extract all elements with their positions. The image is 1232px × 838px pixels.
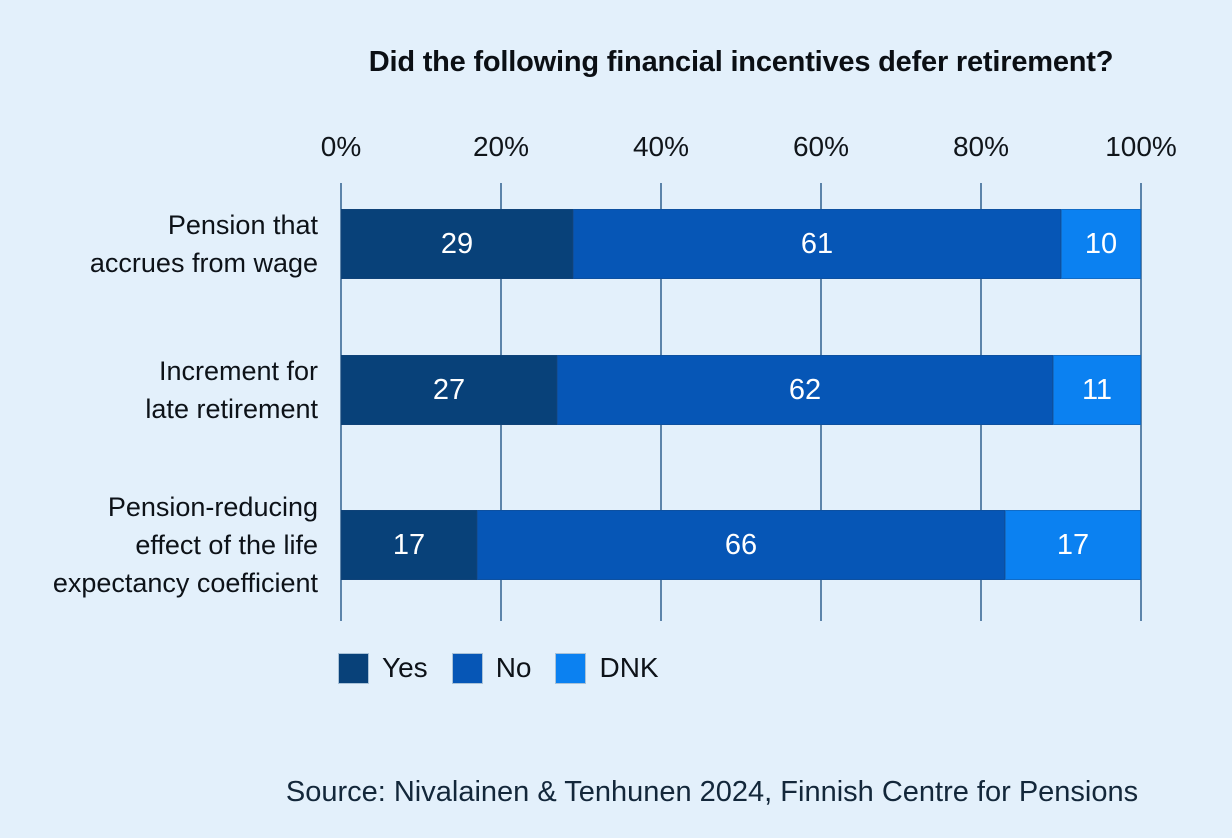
bar-value-label: 17: [392, 528, 426, 561]
bar-segment-dnk: 10: [1061, 209, 1141, 279]
legend-item-dnk: DNK: [555, 652, 659, 684]
bar-value-label: 29: [440, 227, 474, 260]
legend-swatch: [451, 652, 483, 684]
legend-label: DNK: [599, 652, 659, 683]
bar-segment-no: 62: [557, 355, 1053, 425]
bar-row: 27 62 11: [341, 355, 1141, 425]
category-label: Pension that accrues from wage: [89, 210, 318, 278]
legend-swatch: [555, 652, 587, 684]
x-axis-tick-row: 0% 20% 40% 60% 80% 100%: [321, 131, 1177, 167]
category-label: Pension-reducing effect of the life expect…: [52, 492, 318, 598]
legend-swatch: [338, 652, 369, 684]
x-tick-label: 20%: [472, 131, 530, 162]
category-labels-column: Pension that accrues from wage Increment f…: [0, 183, 318, 621]
bar-segment-yes: 17: [341, 510, 477, 580]
bar-value-label: 11: [1081, 373, 1113, 406]
source-text: Source: Nivalainen & Tenhunen 2024, Finn…: [285, 776, 1139, 808]
legend-label: Yes: [382, 652, 428, 683]
bar-segment-dnk: 17: [1005, 510, 1141, 580]
bar-row: 29 61 10: [341, 209, 1141, 279]
bar-value-label: 17: [1056, 528, 1090, 561]
bar-value-label: 66: [724, 528, 758, 561]
legend-label: No: [495, 652, 532, 683]
x-tick-label: 0%: [320, 131, 362, 162]
bar-segment-dnk: 11: [1053, 355, 1141, 425]
bar-value-label: 10: [1084, 227, 1118, 260]
bar-value-label: 61: [800, 227, 834, 260]
legend-item-no: No: [451, 652, 532, 684]
x-tick-label: 80%: [952, 131, 1010, 162]
legend: Yes No DNK: [338, 652, 659, 684]
bar-row: 17 66 17: [341, 510, 1141, 580]
gridline: [1140, 183, 1142, 621]
bar-segment-yes: 27: [341, 355, 557, 425]
bar-segment-yes: 29: [341, 209, 573, 279]
category-label: Increment for late retirement: [145, 356, 318, 424]
source-note: Source: Nivalainen & Tenhunen 2024, Finn…: [0, 776, 1232, 809]
bar-segment-no: 61: [573, 209, 1061, 279]
plot-area: 29 61 10 27 62 11 17 66 17: [340, 183, 1142, 621]
chart-title: Did the following financial incentives d…: [368, 46, 1114, 78]
bar-value-label: 62: [788, 373, 822, 406]
bar-value-label: 27: [432, 373, 466, 406]
bar-segment-no: 66: [477, 510, 1005, 580]
legend-item-yes: Yes: [338, 652, 428, 684]
x-tick-label: 100%: [1105, 131, 1177, 162]
x-tick-label: 40%: [632, 131, 690, 162]
x-tick-label: 60%: [792, 131, 850, 162]
